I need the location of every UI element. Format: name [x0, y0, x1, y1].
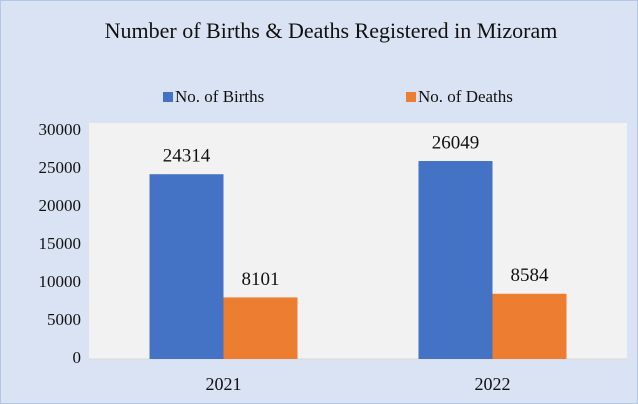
y-tick-label: 10000	[39, 272, 82, 291]
legend-swatch	[406, 92, 416, 102]
y-tick-label: 30000	[39, 120, 82, 139]
bar	[223, 297, 298, 359]
legend-swatch	[163, 92, 173, 102]
chart-title: Number of Births & Deaths Registered in …	[104, 18, 558, 43]
y-tick-label: 15000	[39, 234, 82, 253]
bar	[418, 161, 493, 359]
value-label: 8584	[511, 265, 550, 286]
value-label: 8101	[242, 269, 280, 290]
bar	[492, 293, 567, 359]
value-label: 24314	[163, 146, 211, 167]
y-tick-label: 25000	[39, 158, 82, 177]
legend-label: No. of Deaths	[418, 87, 513, 106]
y-tick-label: 0	[73, 348, 82, 367]
value-label: 26049	[432, 132, 480, 153]
bar	[149, 174, 224, 359]
y-tick-label: 20000	[39, 196, 82, 215]
y-tick-label: 5000	[47, 310, 81, 329]
x-tick-label: 2021	[206, 374, 242, 394]
legend-label: No. of Births	[175, 87, 264, 106]
x-tick-label: 2022	[475, 374, 511, 394]
